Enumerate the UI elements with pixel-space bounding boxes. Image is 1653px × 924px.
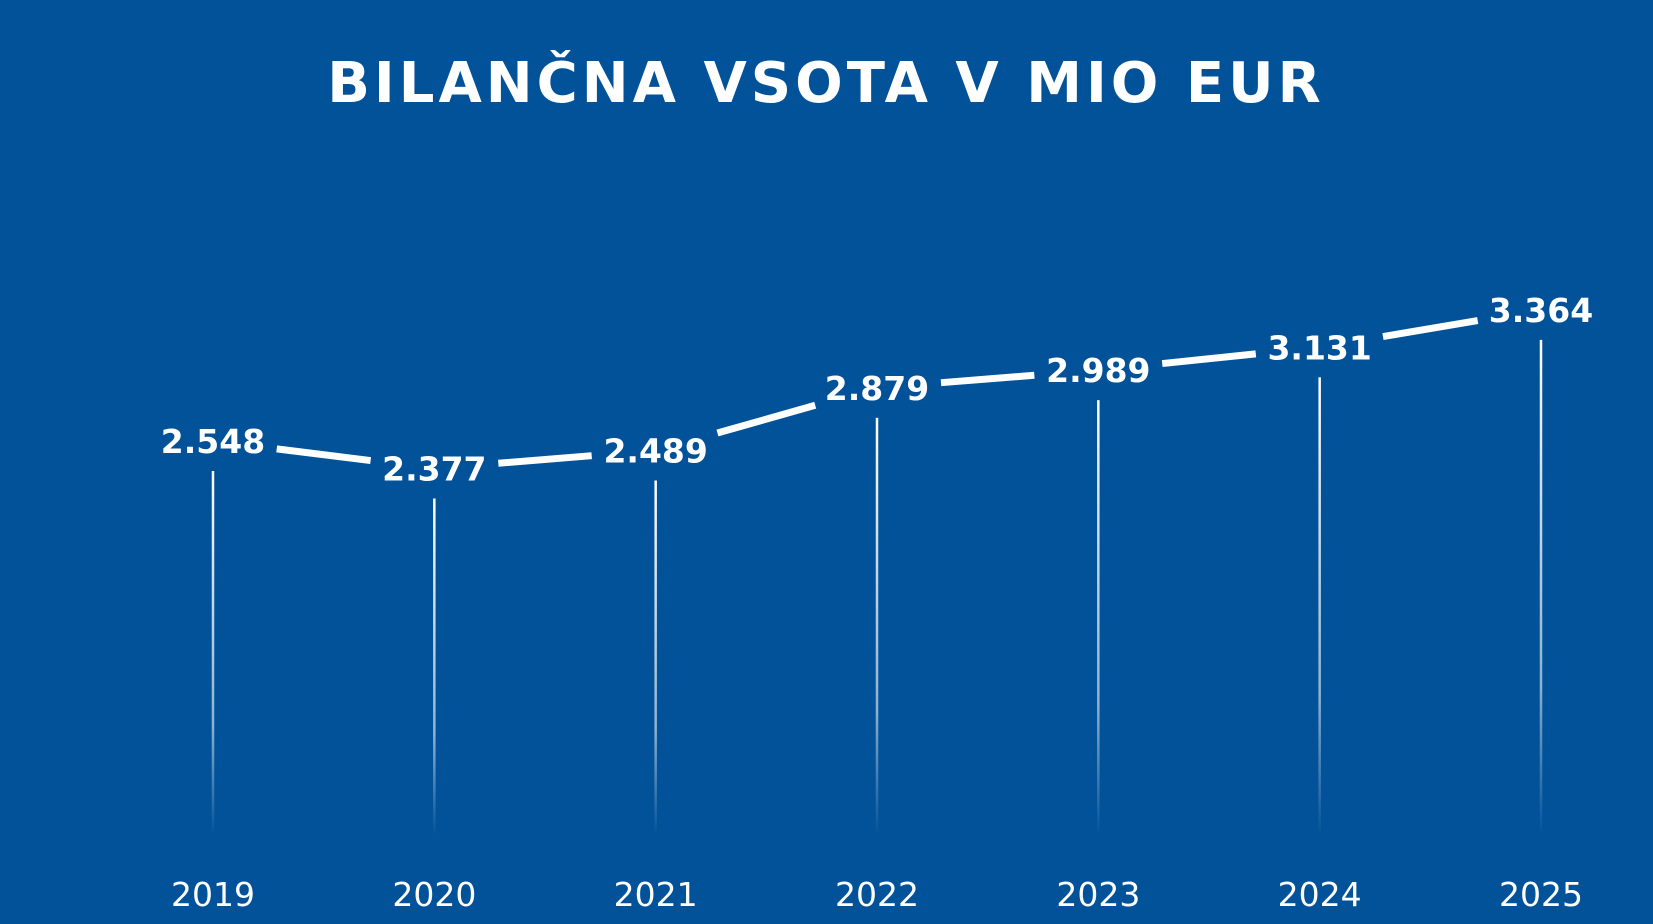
x-tick-2020: 2020: [392, 875, 476, 914]
drop-line-2024: [1318, 377, 1321, 835]
x-tick-2019: 2019: [171, 875, 255, 914]
data-label-2020: 2.377: [382, 449, 486, 488]
line-segment-2020-2021: [498, 452, 592, 467]
line-segment-2024-2025: [1382, 317, 1479, 341]
line-segment-2023-2024: [1161, 350, 1257, 368]
x-tick-2023: 2023: [1056, 875, 1140, 914]
data-label-2022: 2.879: [825, 369, 929, 408]
data-label-2019: 2.548: [161, 422, 265, 461]
data-label-2023: 2.989: [1046, 351, 1150, 390]
x-tick-2025: 2025: [1499, 875, 1583, 914]
drop-line-2021: [654, 480, 657, 835]
data-label-2021: 2.489: [603, 431, 707, 470]
drop-line-2022: [875, 417, 879, 835]
x-tick-2021: 2021: [614, 875, 698, 914]
x-tick-2022: 2022: [835, 875, 919, 914]
line-segment-2021-2022: [716, 401, 817, 437]
drop-line-2023: [1097, 400, 1100, 835]
data-label-2024: 3.131: [1267, 328, 1371, 367]
drop-line-2020: [433, 498, 436, 835]
x-tick-2024: 2024: [1278, 875, 1362, 914]
data-label-2025: 3.364: [1489, 291, 1593, 330]
drop-lines: [211, 339, 1543, 835]
line-segment-2019-2020: [276, 445, 372, 465]
line-segment-2022-2023: [940, 371, 1035, 387]
series-line: [276, 317, 1479, 467]
drop-line-2025: [1539, 339, 1543, 835]
data-labels: 2.548 2.377 2.489 2.879 2.989 3.131 3.364: [161, 291, 1593, 489]
chart-title: BILANČNA VSOTA V MIO EUR: [327, 51, 1325, 116]
drop-line-2019: [211, 471, 215, 835]
x-axis: 2019 2020 2021 2022 2023 2024 2025: [171, 875, 1583, 914]
